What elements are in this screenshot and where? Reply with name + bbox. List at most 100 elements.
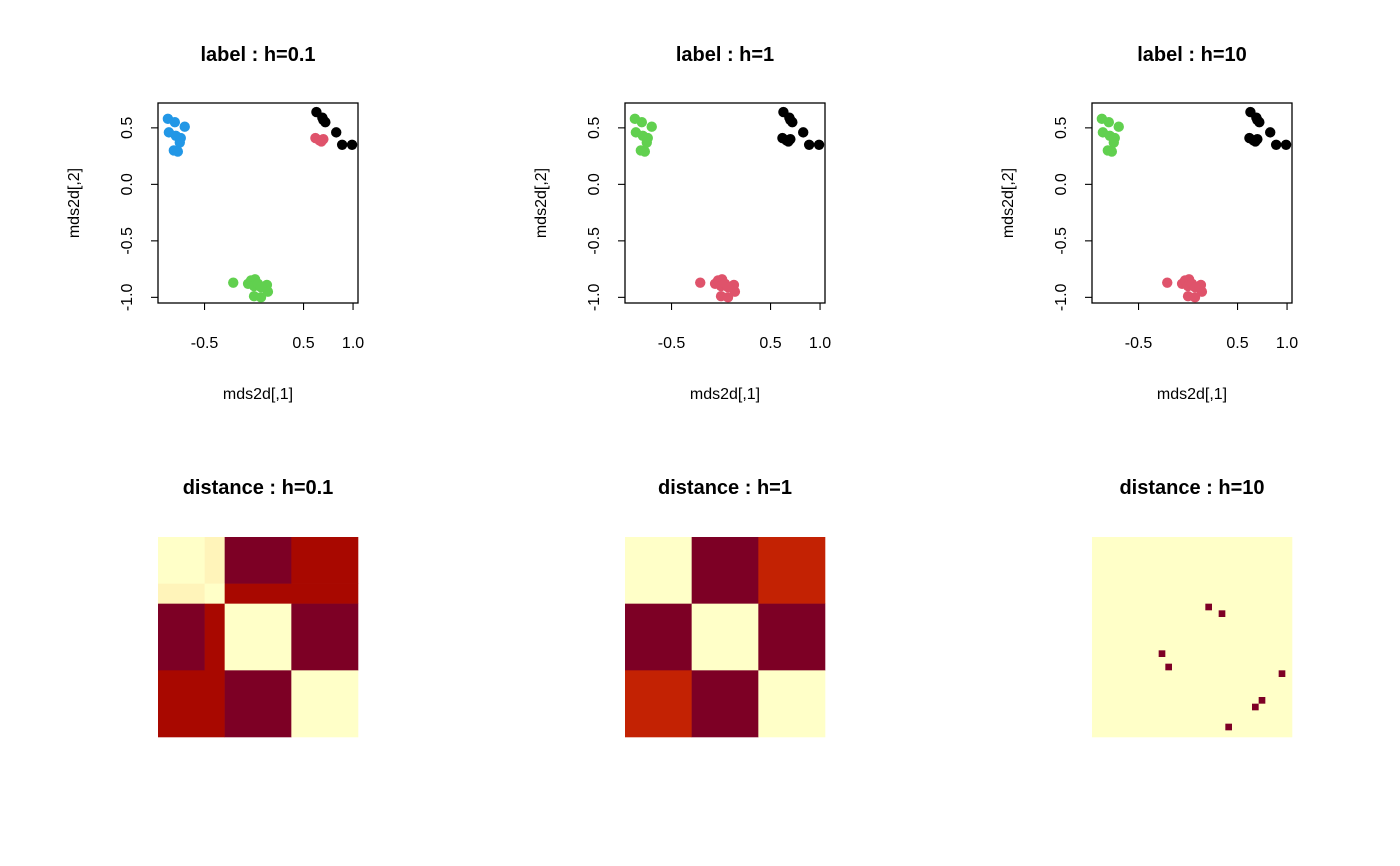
heatmap-block xyxy=(158,583,205,604)
heatmap-block xyxy=(1092,537,1293,738)
heatmap-cell xyxy=(1278,670,1286,677)
y-tick-label: -0.5 xyxy=(586,227,603,255)
scatter-point-green xyxy=(641,137,652,148)
scatter-point-red xyxy=(722,281,734,293)
scatter-point-black xyxy=(813,139,825,151)
heatmap-block xyxy=(158,670,225,738)
y-axis-label: mds2d[,2] xyxy=(1000,168,1017,238)
scatter-point-green xyxy=(636,117,648,128)
scatter-point-green xyxy=(255,281,267,293)
scatter-point-blue xyxy=(169,117,181,128)
x-tick-label: -0.5 xyxy=(1125,335,1153,352)
scatter-point-green xyxy=(646,121,657,132)
x-tick-label: 0.5 xyxy=(292,335,314,352)
heatmap-block xyxy=(158,537,205,584)
x-tick-label: 1.0 xyxy=(1276,335,1298,352)
scatter-plot-area: -0.5 0.5 1.0 -1.0 -0.5 0.0 0.5 xyxy=(586,102,831,352)
scatter-point-green xyxy=(1106,146,1118,157)
scatter-plot-area: -0.5 0.5 1.0 -1.0 -0.5 0.0 0.5 xyxy=(119,102,364,352)
scatter-panel-h01: label : h=0.1 mds2d[,1] mds2d[,2] -0.5 0.… xyxy=(66,44,364,403)
scatter-point-green xyxy=(255,292,267,303)
scatter-point-black xyxy=(346,139,358,151)
heatmap-cell xyxy=(1218,610,1226,617)
scatter-point-green xyxy=(1103,117,1115,128)
heatmap-panel-h10: distance : h=10 xyxy=(1092,477,1293,738)
y-tick-label: 0.5 xyxy=(586,117,603,139)
scatter-point-red xyxy=(1189,281,1201,293)
y-tick-label: 0.0 xyxy=(119,173,136,195)
x-axis-label: mds2d[,1] xyxy=(1157,386,1227,403)
scatter-point-black xyxy=(1280,139,1292,151)
heatmap-title: distance : h=10 xyxy=(1119,477,1264,499)
heatmap-area xyxy=(1092,537,1293,738)
heatmap-block xyxy=(224,670,292,738)
heatmap-block xyxy=(691,603,759,671)
y-tick-label: 0.5 xyxy=(119,117,136,139)
heatmap-panel-h01: distance : h=0.1 xyxy=(158,477,359,738)
heatmap-cell xyxy=(1165,663,1172,671)
heatmap-panel-h1: distance : h=1 xyxy=(625,477,826,738)
scatter-point-green xyxy=(228,277,239,288)
y-tick-label: -1.0 xyxy=(586,283,603,311)
scatter-point-black xyxy=(1252,114,1263,126)
heatmap-cell xyxy=(1252,703,1259,711)
scatter-point-black xyxy=(785,114,796,126)
plot-frame xyxy=(1091,102,1293,304)
scatter-point-green xyxy=(1113,121,1124,132)
y-tick-label: 0.0 xyxy=(586,173,603,195)
heatmap-block xyxy=(758,670,826,738)
x-tick-label: -0.5 xyxy=(191,335,219,352)
heatmap-block xyxy=(625,670,692,738)
scatter-point-black xyxy=(318,114,329,126)
y-tick-label: 0.0 xyxy=(1053,173,1070,195)
heatmap-title: distance : h=0.1 xyxy=(183,477,334,499)
heatmap-cell xyxy=(1258,697,1266,704)
x-axis-label: mds2d[,1] xyxy=(690,386,760,403)
y-tick-label: -0.5 xyxy=(1053,227,1070,255)
scatter-point-red xyxy=(1162,277,1173,288)
scatter-point-red xyxy=(1189,292,1201,303)
x-tick-label: 0.5 xyxy=(1226,335,1248,352)
heatmap-cell xyxy=(1158,650,1166,657)
scatter-point-red xyxy=(695,277,706,288)
scatter-point-green xyxy=(1108,137,1119,148)
heatmap-block xyxy=(204,537,225,584)
heatmap-area xyxy=(158,537,359,738)
scatter-point-black xyxy=(331,127,342,138)
x-axis-label: mds2d[,1] xyxy=(223,386,293,403)
scatter-panel-h10: label : h=10 mds2d[,1] mds2d[,2] -0.5 0.5… xyxy=(1000,44,1298,403)
heatmap-block xyxy=(625,537,692,604)
scatter-point-black xyxy=(803,139,815,151)
heatmap-block xyxy=(291,603,359,671)
heatmap-block xyxy=(158,603,205,671)
heatmap-block xyxy=(224,537,292,584)
x-tick-label: 1.0 xyxy=(809,335,831,352)
heatmap-area xyxy=(625,537,826,738)
heatmap-block xyxy=(224,603,292,671)
heatmap-block xyxy=(204,583,225,604)
x-tick-label: 0.5 xyxy=(759,335,781,352)
y-axis-label: mds2d[,2] xyxy=(533,168,550,238)
scatter-point-red xyxy=(722,292,734,303)
heatmap-block xyxy=(204,603,225,671)
plot-frame xyxy=(157,102,359,304)
y-tick-label: -0.5 xyxy=(119,227,136,255)
heatmap-block xyxy=(758,537,826,604)
scatter-title: label : h=0.1 xyxy=(200,44,315,66)
scatter-title: label : h=1 xyxy=(676,44,774,66)
scatter-title: label : h=10 xyxy=(1137,44,1247,66)
scatter-point-blue xyxy=(179,121,190,132)
scatter-point-black xyxy=(1270,139,1282,151)
scatter-point-black xyxy=(783,136,794,147)
x-tick-label: 1.0 xyxy=(342,335,364,352)
heatmap-block xyxy=(691,670,759,738)
heatmap-cell xyxy=(1205,603,1212,611)
heatmap-block xyxy=(691,537,759,604)
scatter-point-black xyxy=(798,127,809,138)
heatmap-block xyxy=(291,670,359,738)
heatmap-block xyxy=(758,603,826,671)
y-tick-label: 0.5 xyxy=(1053,117,1070,139)
scatter-plot-area: -0.5 0.5 1.0 -1.0 -0.5 0.0 0.5 xyxy=(1053,102,1298,352)
scatter-point-red xyxy=(316,136,327,147)
